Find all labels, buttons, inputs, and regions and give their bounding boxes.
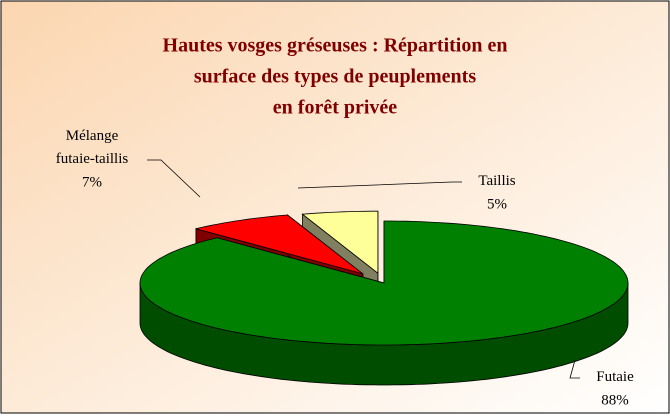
- pie-slice: [139, 220, 629, 386]
- leader-line: [297, 181, 462, 189]
- data-label-value: 5%: [487, 196, 507, 212]
- chart-title: en forêt privée: [273, 97, 398, 119]
- leader-line: [147, 159, 201, 198]
- slice-top: [195, 214, 364, 275]
- chart-title: surface des types de peuplements: [194, 66, 476, 88]
- data-label: Futaie: [596, 369, 634, 385]
- slice-top: [139, 220, 629, 346]
- data-label-value: 88%: [601, 392, 629, 408]
- data-label-value: 7%: [82, 174, 102, 190]
- data-label: Taillis: [478, 173, 515, 189]
- slice-top: [301, 210, 379, 275]
- chart-title: Hautes vosges gréseuses : Répartition en: [163, 35, 508, 57]
- data-label: Mélange futaie-taillis: [56, 128, 129, 167]
- leader-line: [569, 359, 580, 379]
